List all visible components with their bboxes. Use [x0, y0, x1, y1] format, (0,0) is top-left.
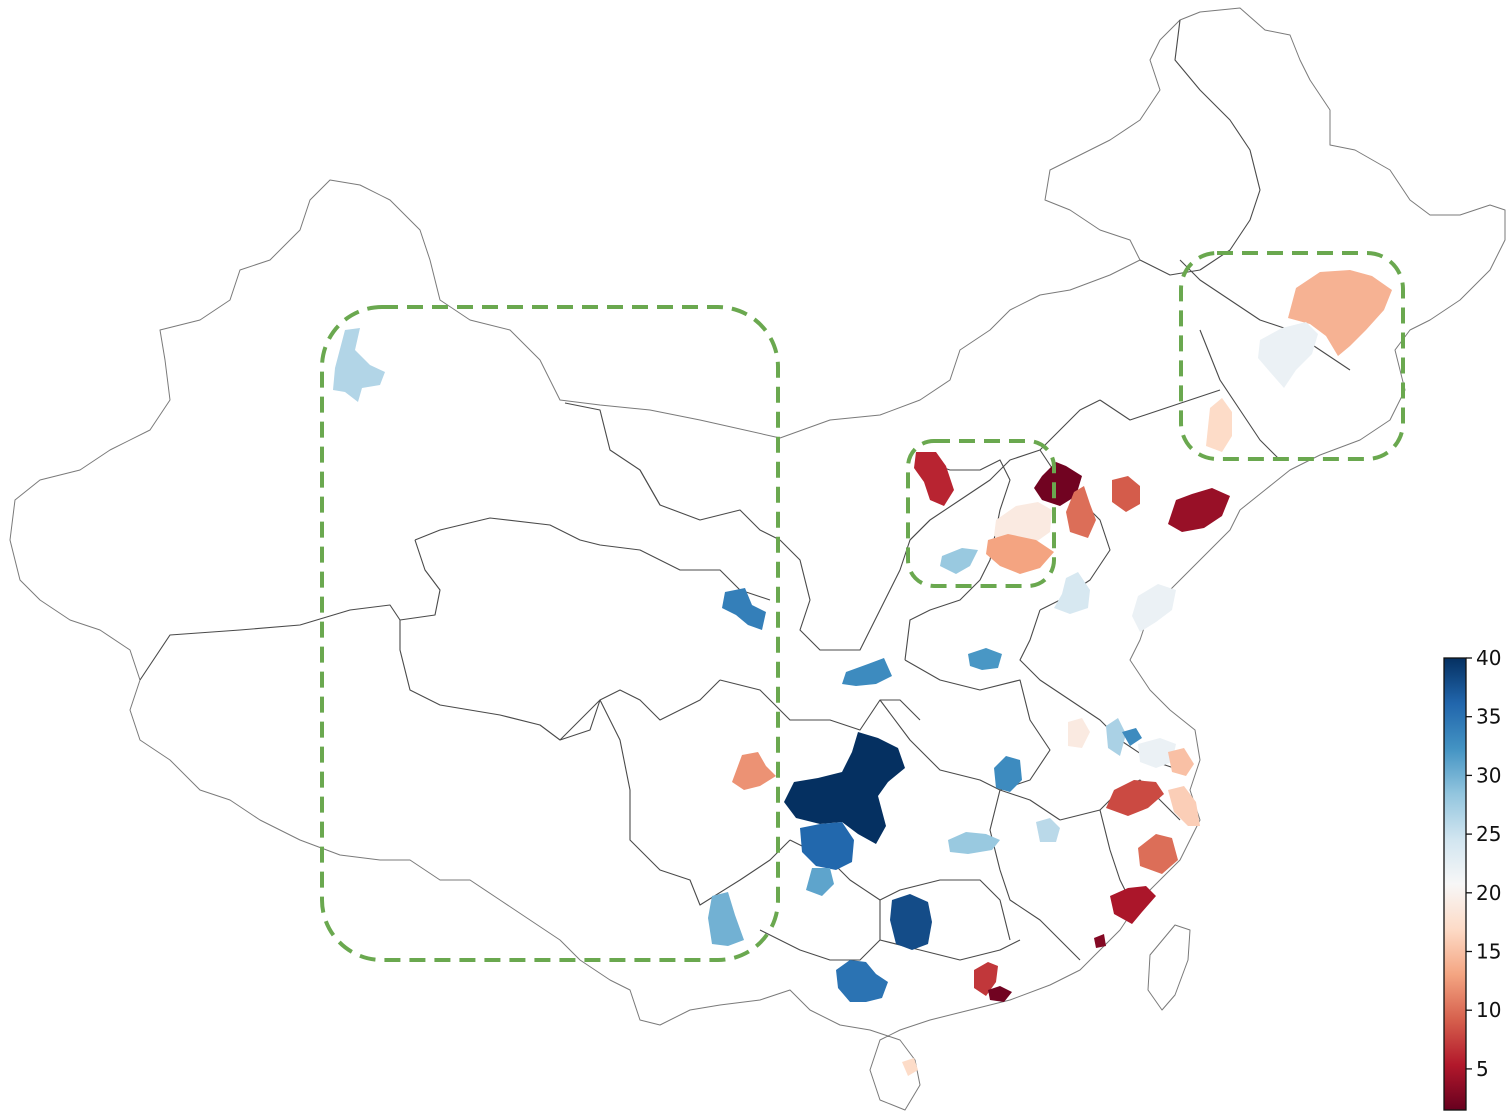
r-jiangsu-south [1138, 738, 1176, 768]
r-qinghai-east [722, 588, 766, 630]
r-shanxi-north [914, 452, 954, 506]
r-jilin-north [1288, 270, 1392, 356]
data-regions [333, 270, 1392, 1076]
colorbar: 5 10 15 20 25 30 35 40 [1443, 646, 1501, 1111]
highlight-boxes [320, 251, 1405, 962]
r-guizhou-north [800, 822, 854, 870]
r-hunan-west [890, 894, 932, 950]
r-chongqing [784, 732, 905, 844]
r-yunnan-north [708, 892, 744, 946]
r-zhejiang-east [1168, 786, 1200, 826]
colorbar-gradient [1443, 657, 1467, 1111]
highlight-box-north [906, 439, 1056, 588]
r-anhui [1068, 718, 1090, 748]
r-hainan [902, 1058, 918, 1076]
province-borders [139, 19, 1351, 961]
colorbar-tick-label: 40 [1476, 646, 1501, 670]
r-jilin-central [1258, 322, 1318, 388]
r-jiangsu-central [1122, 728, 1142, 746]
r-shanghai [1168, 748, 1194, 776]
r-henan-south [842, 658, 892, 686]
r-jiangxi [1036, 818, 1060, 842]
r-guangdong [974, 962, 998, 996]
r-fujian-south [1094, 934, 1106, 948]
r-guangxi [836, 960, 888, 1002]
r-liaoning-north [1206, 398, 1232, 452]
r-shandong-east [1132, 584, 1176, 632]
colorbar-tick-label: 25 [1476, 822, 1501, 846]
taiwan-outline [1147, 924, 1191, 1011]
country-outline [9, 7, 1506, 1111]
r-shandong-west [1054, 572, 1090, 614]
r-zhejiang-north [1106, 780, 1164, 816]
colorbar-tick-label: 30 [1476, 763, 1501, 787]
r-hubei-east [994, 756, 1022, 792]
colorbar-tick-label: 35 [1476, 705, 1501, 729]
r-shanxi-south [940, 548, 978, 574]
colorbar-ticks: 5 10 15 20 25 30 35 40 [1466, 646, 1501, 1081]
colorbar-tick-label: 20 [1476, 881, 1501, 905]
r-henan-central [968, 648, 1002, 670]
r-beijing [1034, 462, 1082, 506]
colorbar-tick-label: 5 [1476, 1057, 1489, 1081]
r-hunan-central [948, 832, 1000, 854]
r-tangshan [1112, 476, 1140, 512]
highlight-box-northeast [1179, 251, 1405, 461]
r-guizhou-west [806, 868, 834, 896]
r-northwest-xinjiang [333, 328, 385, 402]
r-hebei-central [994, 502, 1052, 544]
r-zhejiang-south [1138, 834, 1178, 874]
r-fujian-north [1110, 886, 1156, 924]
r-tianjin [1066, 486, 1096, 538]
r-hebei-south [986, 534, 1054, 574]
r-shenzhen [988, 986, 1012, 1002]
colorbar-tick-label: 15 [1476, 940, 1501, 964]
highlight-box-west [320, 305, 780, 962]
colorbar-tick-label: 10 [1476, 998, 1501, 1022]
r-jiangsu-north [1106, 718, 1126, 756]
r-dalian [1168, 488, 1230, 532]
r-sichuan-west [732, 752, 776, 790]
